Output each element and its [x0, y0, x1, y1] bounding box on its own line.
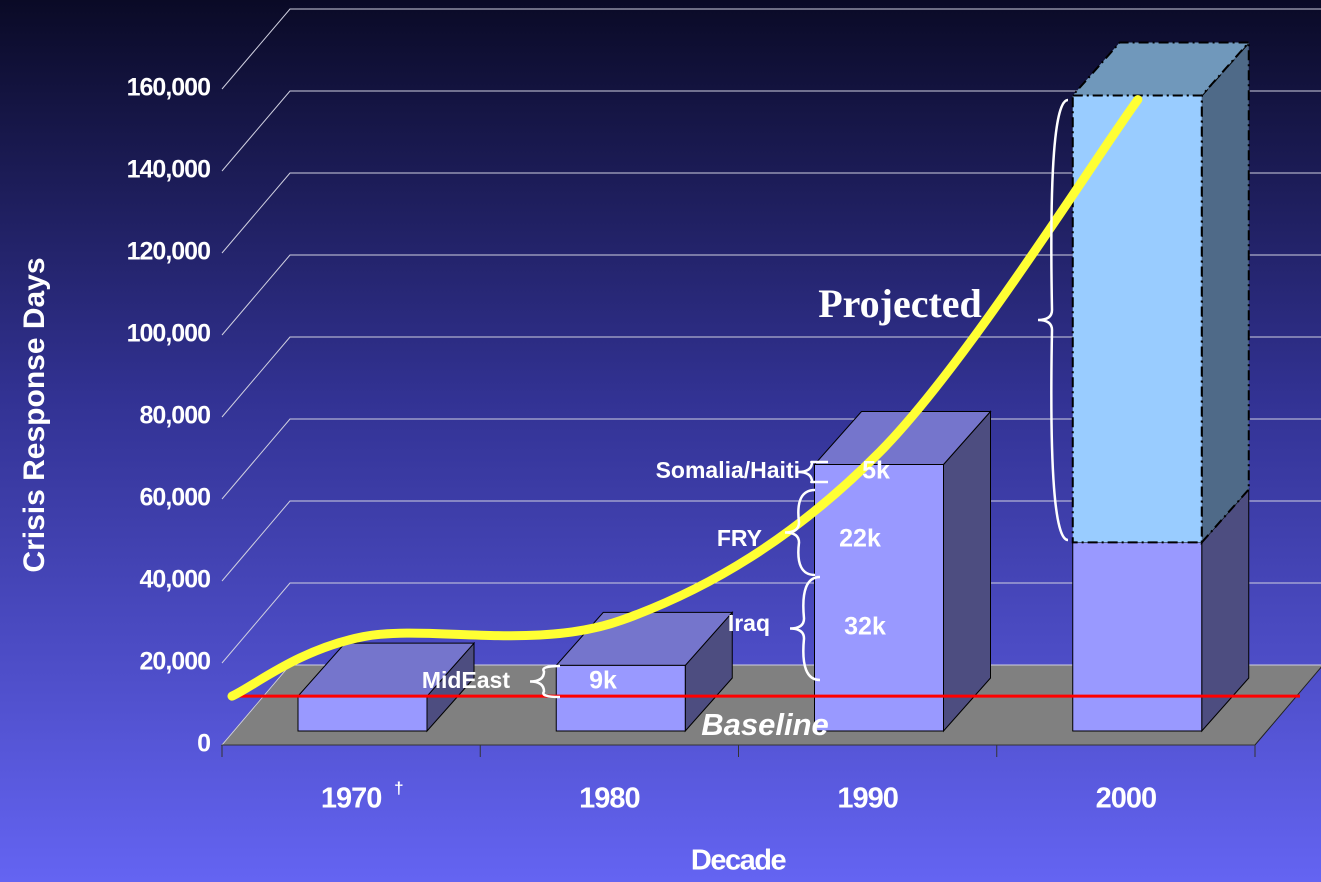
breakdown-name: MidEast [422, 667, 511, 693]
y-tick-label: 120,000 [127, 238, 210, 266]
baseline-label: Baseline [701, 707, 829, 742]
trend-line [227, 95, 1143, 701]
breakdown-name: Somalia/Haiti [656, 457, 800, 483]
brace [797, 460, 828, 484]
y-tick-label: 80,000 [140, 402, 211, 430]
breakdown-value: 9k [589, 667, 617, 695]
y-axis-title: Crisis Response Days [18, 257, 51, 572]
x-tick-label: 2000 [1096, 783, 1157, 815]
breakdown-name: Iraq [728, 610, 770, 636]
bar [297, 695, 428, 732]
bar [1072, 541, 1203, 732]
projected-label: Projected [818, 281, 982, 326]
breakdown-value: 22k [839, 525, 881, 553]
y-tick-label: 0 [197, 730, 210, 758]
y-tick-label: 60,000 [140, 484, 211, 512]
y-tick-label: 40,000 [140, 566, 211, 594]
x-tick-label: 1980 [579, 783, 640, 815]
y-tick-label: 20,000 [140, 648, 211, 676]
x-tick-label: 1990 [837, 783, 898, 815]
plot: 0 20,000 40,000 60,000 80,000 100,000 120,000 1… [18, 8, 1321, 877]
brace [529, 664, 561, 699]
y-tick-label: 100,000 [127, 320, 210, 348]
bar-side [943, 410, 991, 733]
brace [1037, 98, 1069, 542]
bar-side [1200, 39, 1250, 546]
breakdown-value: 32k [844, 613, 886, 641]
bar [814, 464, 944, 732]
y-tick-label: 140,000 [127, 156, 210, 184]
grid-line [221, 90, 1321, 172]
bar [555, 664, 686, 732]
brace [784, 488, 816, 577]
x-tick-label: 1970 [321, 783, 382, 815]
x-axis-title: Decade [691, 845, 787, 877]
category-note: † [394, 778, 403, 797]
grid-line [221, 172, 1321, 254]
grid-line [221, 8, 1321, 90]
breakdown-name: FRY [717, 525, 762, 551]
brace [789, 575, 821, 682]
y-tick-label: 160,000 [127, 74, 210, 102]
breakdown-value: 5k [862, 457, 890, 485]
grid-line [221, 254, 1321, 336]
